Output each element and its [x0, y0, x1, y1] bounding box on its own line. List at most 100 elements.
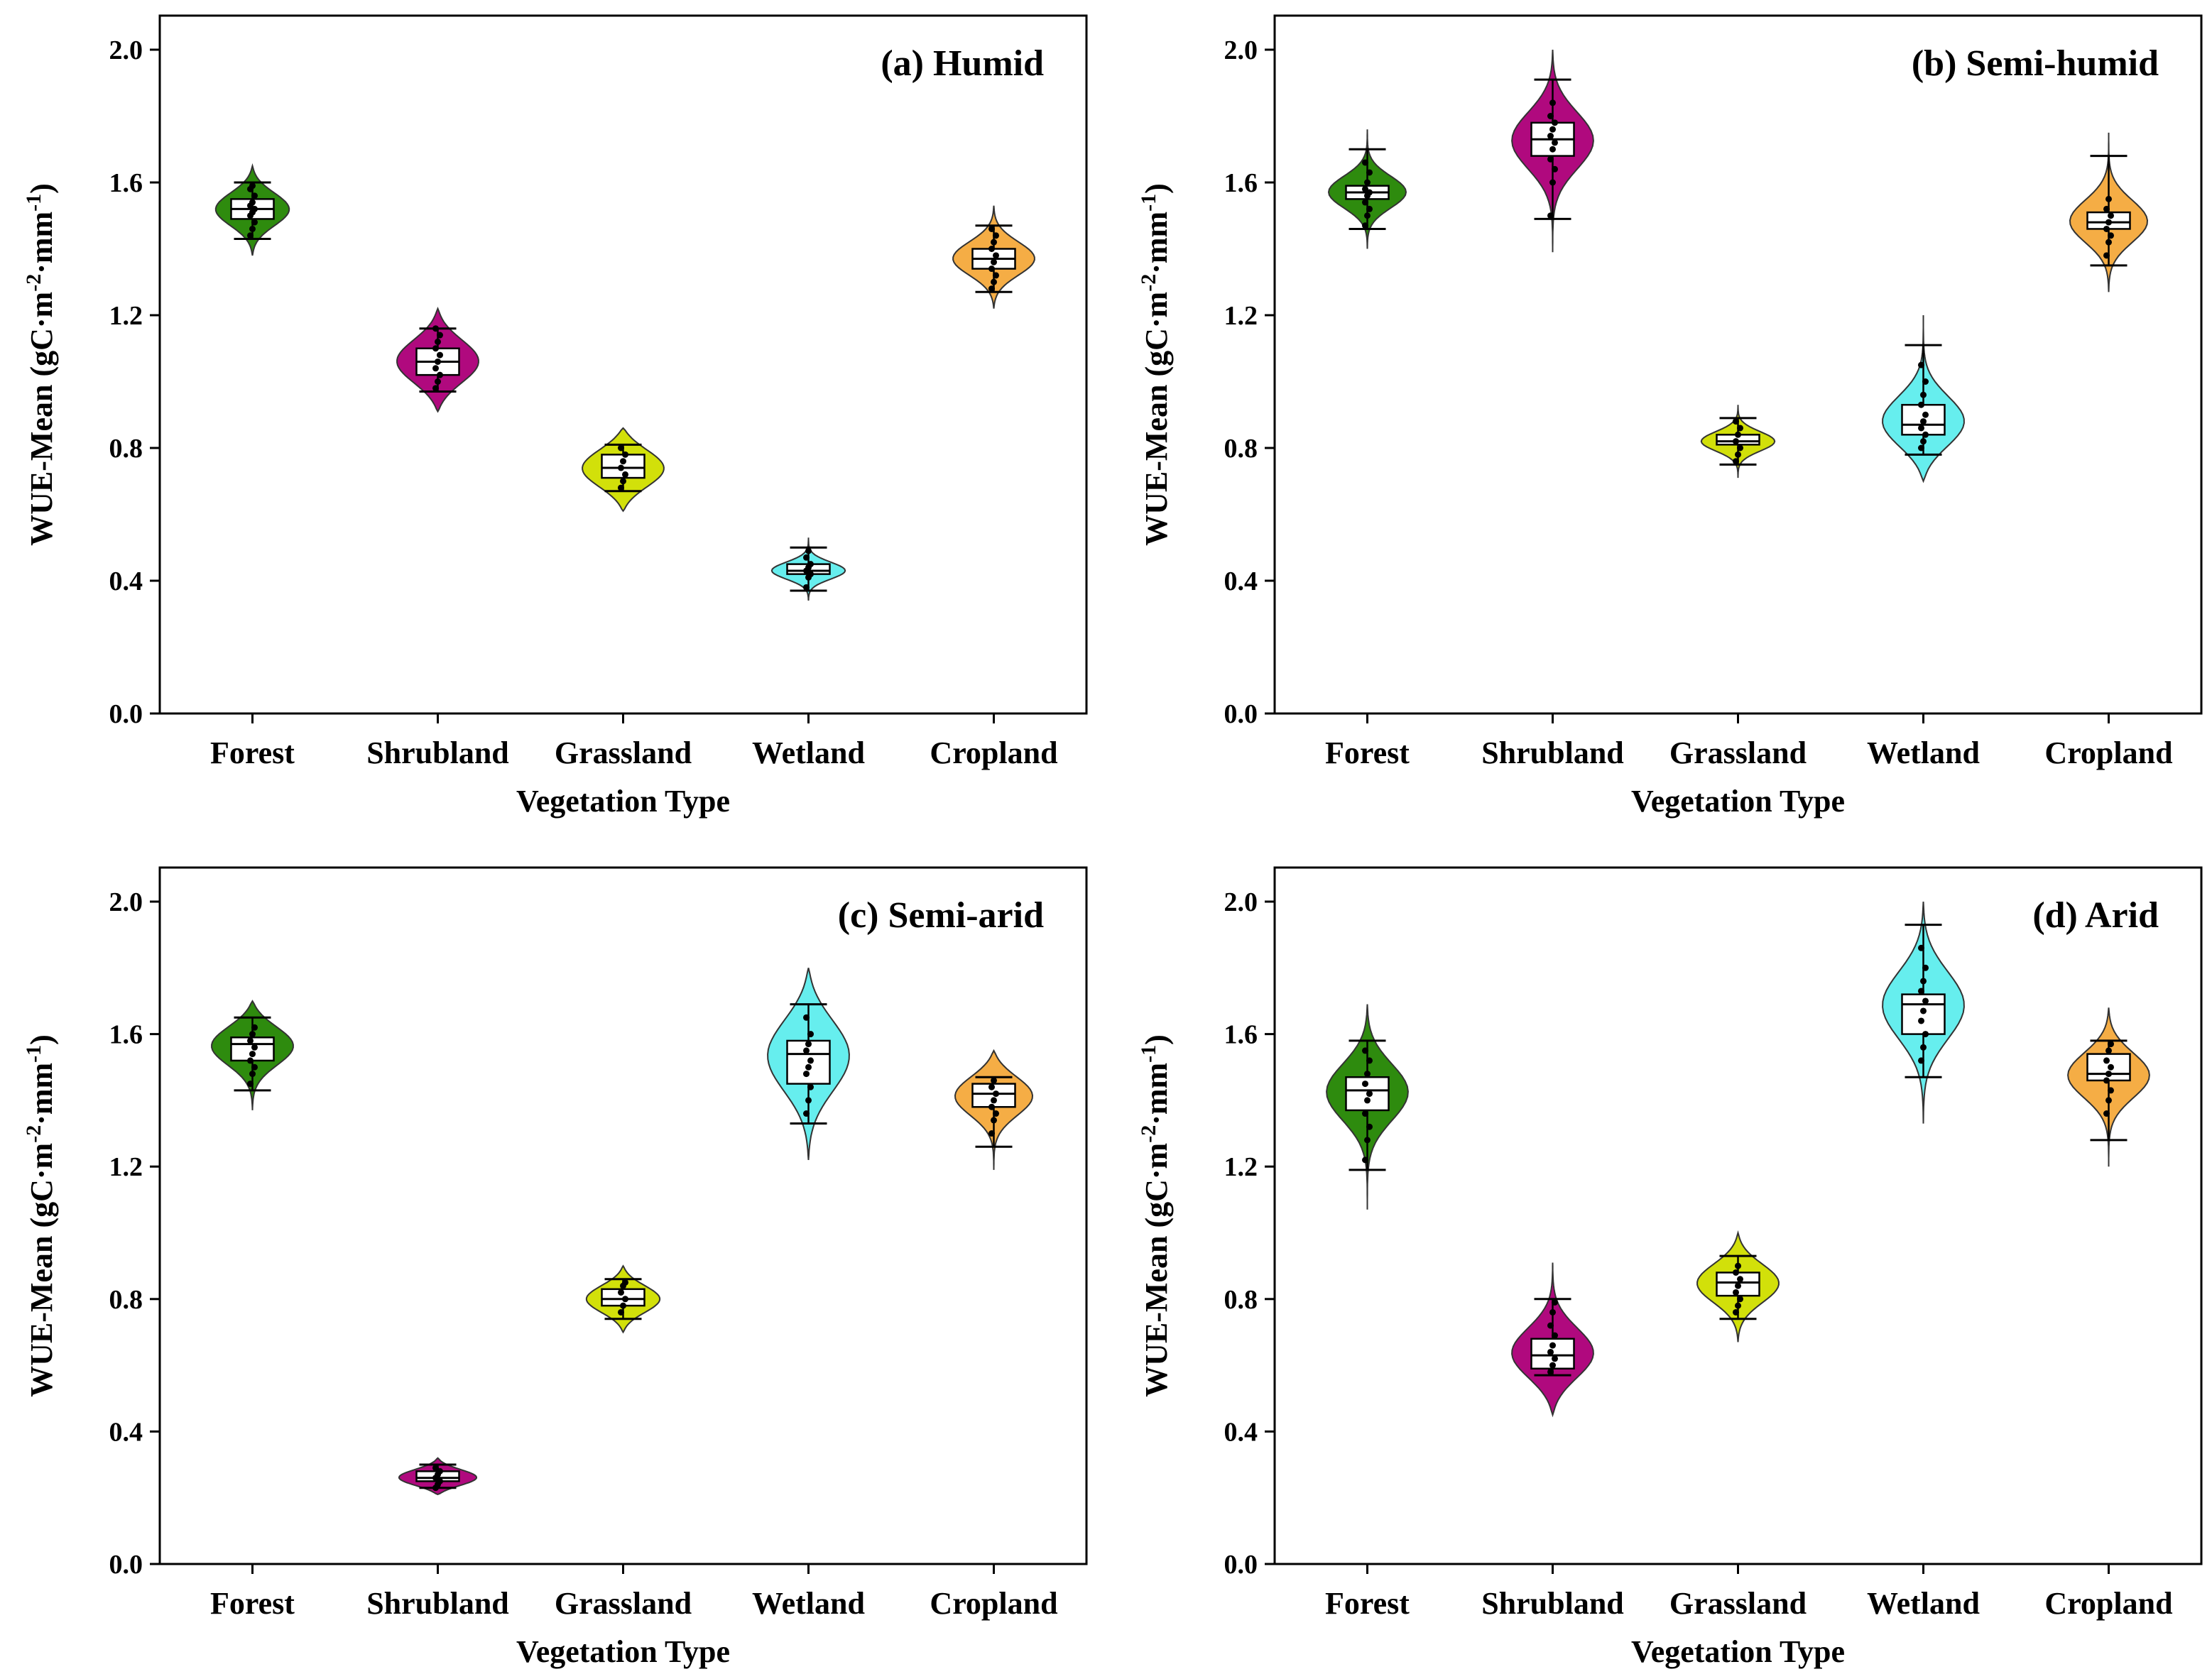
y-axis-title: WUE-Mean (gC·m-2·mm-1)	[1137, 183, 1174, 546]
data-point	[1737, 1276, 1743, 1283]
data-point	[2105, 1047, 2112, 1054]
chart-panel-2: 0.0 0.4 0.8 1.2 1.6 2.0 Forest Shrubland Grassla…	[1137, 14, 2203, 819]
data-point	[1549, 1342, 1556, 1349]
violin-group-grassland	[1696, 1230, 1780, 1342]
data-point	[1362, 1110, 1368, 1117]
data-point	[803, 1071, 810, 1078]
data-point	[988, 246, 995, 252]
x-tick-label-cropland: Cropland	[2044, 1586, 2172, 1621]
data-point	[805, 1041, 812, 1048]
y-axis-title-superscript: -2	[1137, 1125, 1160, 1143]
violin-group-cropland	[2069, 132, 2149, 292]
data-point	[1920, 1007, 1927, 1014]
violin-group-shrubland	[396, 306, 479, 413]
data-point	[251, 1024, 258, 1031]
violin-group-wetland	[770, 537, 846, 601]
data-point	[993, 252, 999, 259]
y-tick-label: 2.0	[1224, 35, 1258, 65]
y-axis-title-part: )	[24, 183, 59, 194]
data-point	[1547, 1322, 1554, 1329]
y-axis-title-part: )	[1139, 1034, 1174, 1045]
data-point	[249, 1051, 256, 1058]
y-tick-label: 0.0	[1224, 1550, 1258, 1580]
data-point	[251, 1044, 258, 1051]
y-axis-title-part: ·m	[24, 1143, 59, 1179]
data-point	[1549, 146, 1556, 153]
data-point	[993, 1110, 999, 1117]
data-point	[620, 1302, 626, 1309]
data-point	[432, 1465, 439, 1472]
data-point	[1366, 1090, 1373, 1098]
data-point	[247, 232, 254, 239]
x-tick-label-cropland: Cropland	[930, 735, 1057, 770]
y-axis-title-part: )	[1139, 183, 1174, 194]
data-point	[1737, 425, 1743, 432]
x-axis-title: Vegetation Type	[516, 1634, 730, 1669]
data-point	[807, 1057, 814, 1064]
data-point	[1362, 159, 1368, 166]
data-point	[2108, 232, 2114, 239]
y-tick-label: 0.4	[1224, 567, 1258, 596]
data-point	[432, 385, 439, 392]
data-point	[2105, 1071, 2112, 1078]
data-point	[622, 1279, 628, 1286]
data-point	[1922, 997, 1929, 1005]
violin-group-wetland	[1882, 901, 1965, 1124]
data-point	[1918, 425, 1924, 432]
data-point	[2105, 239, 2112, 246]
data-point	[991, 258, 997, 266]
data-point	[622, 471, 628, 478]
data-point	[1362, 185, 1368, 192]
violin-group-forest	[1327, 129, 1407, 249]
data-point	[432, 345, 439, 352]
x-tick-label-wetland: Wetland	[1867, 1586, 1980, 1621]
panel-title: (d) Arid	[2032, 895, 2159, 936]
x-tick-label-wetland: Wetland	[1867, 735, 1980, 770]
y-tick-label: 0.8	[109, 1285, 143, 1315]
plot-frame	[158, 14, 1088, 715]
data-point	[1920, 978, 1927, 985]
x-tick-label-shrubland: Shrubland	[366, 735, 509, 770]
data-point	[1918, 361, 1924, 368]
y-tick-label: 0.4	[109, 567, 143, 596]
data-point	[437, 351, 443, 359]
chart-panel-4: 0.0 0.4 0.8 1.2 1.6 2.0 Forest Shrubland Grassla…	[1137, 866, 2203, 1669]
data-point	[803, 554, 810, 561]
x-tick-label-forest: Forest	[1325, 1586, 1410, 1621]
y-axis-title-part: WUE-Mean (gC	[24, 1179, 59, 1397]
data-point	[1918, 401, 1924, 408]
x-tick-label-wetland: Wetland	[752, 735, 865, 770]
y-tick-label: 0.8	[1224, 1285, 1258, 1315]
data-point	[1733, 1308, 1739, 1316]
data-point	[991, 1117, 997, 1124]
data-point	[803, 1047, 810, 1054]
data-point	[1362, 1081, 1368, 1088]
data-point	[1737, 444, 1743, 452]
y-tick-label: 1.2	[1224, 1152, 1258, 1182]
data-point	[1920, 418, 1927, 425]
x-tick-label-cropland: Cropland	[2044, 735, 2172, 770]
y-axis-title-part: ·mm	[1139, 212, 1174, 274]
data-point	[1922, 411, 1929, 418]
y-axis-title-part: ·mm	[24, 212, 59, 274]
x-tick-label-grassland: Grassland	[1669, 1586, 1807, 1621]
y-tick-label: 1.2	[109, 301, 143, 331]
x-tick-label-forest: Forest	[210, 735, 295, 770]
data-point	[1549, 126, 1556, 133]
data-point	[991, 1097, 997, 1104]
data-point	[1918, 944, 1924, 951]
x-axis-title: Vegetation Type	[1631, 1634, 1845, 1669]
plot-frame	[1273, 866, 2203, 1565]
data-point	[2105, 219, 2112, 226]
data-point	[1737, 1296, 1743, 1303]
data-point	[1547, 1348, 1554, 1355]
data-point	[1362, 199, 1368, 206]
data-point	[2108, 1087, 2114, 1094]
data-point	[1364, 1137, 1371, 1144]
data-point	[251, 192, 258, 199]
y-axis-title: WUE-Mean (gC·m-2·mm-1)	[1137, 1034, 1174, 1397]
data-point	[991, 239, 997, 246]
data-point	[618, 1289, 624, 1296]
x-tick-label-grassland: Grassland	[1669, 735, 1807, 770]
data-point	[1547, 212, 1554, 219]
